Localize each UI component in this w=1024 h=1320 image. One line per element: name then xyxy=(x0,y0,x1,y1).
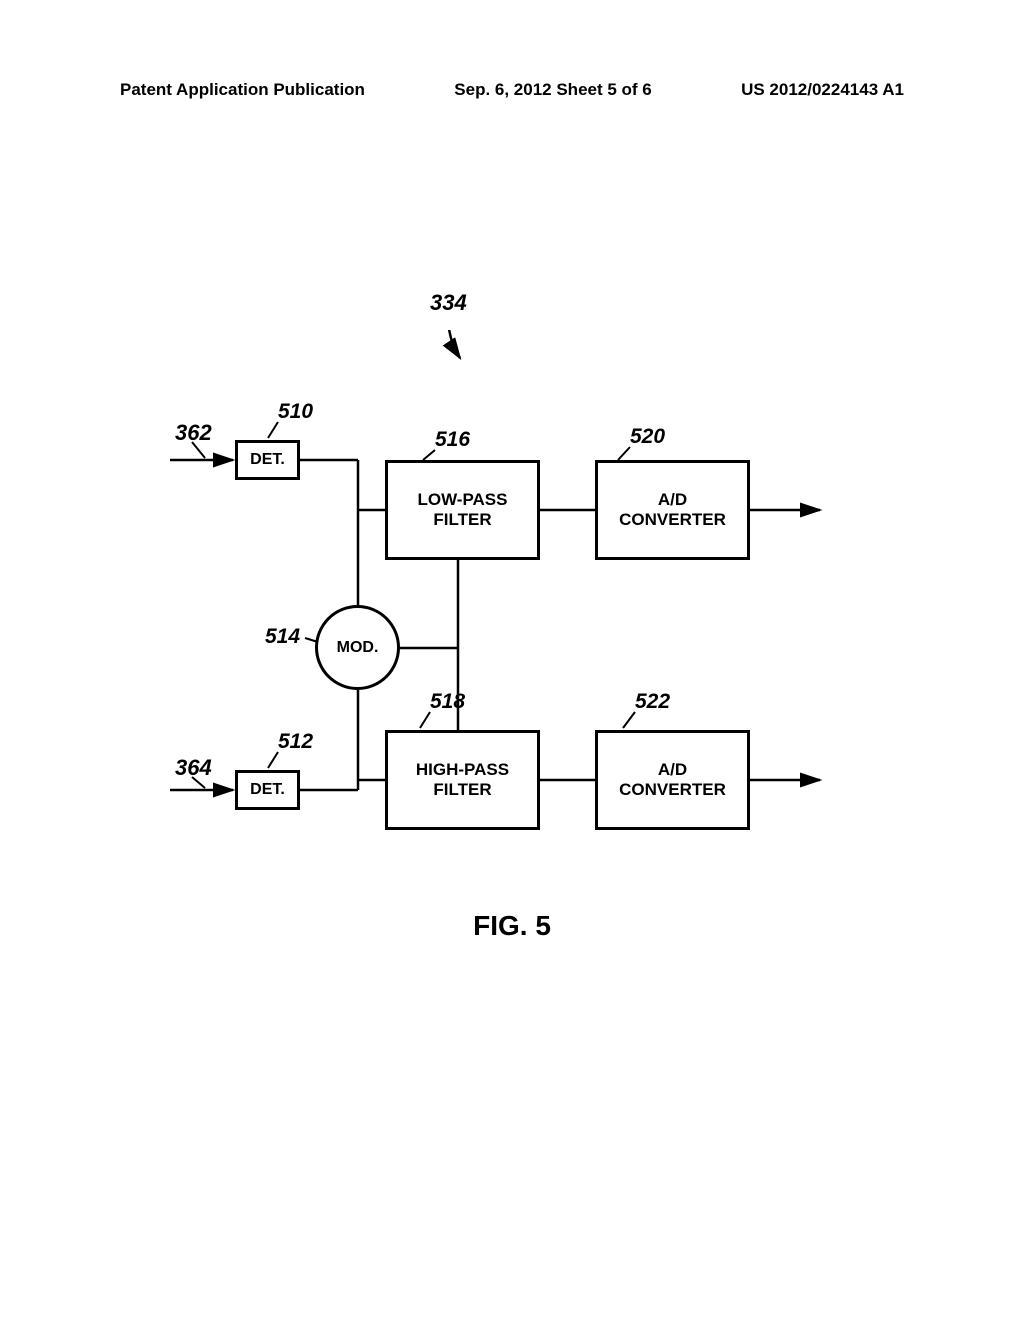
header-center: Sep. 6, 2012 Sheet 5 of 6 xyxy=(454,80,651,100)
figure-caption: FIG. 5 xyxy=(0,910,1024,942)
label-362: 362 xyxy=(175,420,212,446)
ref-514: 514 xyxy=(265,625,300,649)
header-left: Patent Application Publication xyxy=(120,80,365,100)
ref-512: 512 xyxy=(278,730,313,754)
box-lowpass: LOW-PASS FILTER xyxy=(385,460,540,560)
block-diagram: 334 362 364 510 512 514 516 518 520 522 xyxy=(100,330,920,890)
circle-mod: MOD. xyxy=(315,605,400,690)
label-364: 364 xyxy=(175,755,212,781)
box-det-top: DET. xyxy=(235,440,300,480)
header-right: US 2012/0224143 A1 xyxy=(741,80,904,100)
ref-522: 522 xyxy=(635,690,670,714)
box-ad-bottom: A/D CONVERTER xyxy=(595,730,750,830)
box-ad-top: A/D CONVERTER xyxy=(595,460,750,560)
ref-518: 518 xyxy=(430,690,465,714)
label-334: 334 xyxy=(430,290,467,316)
ref-520: 520 xyxy=(630,425,665,449)
patent-header: Patent Application Publication Sep. 6, 2… xyxy=(0,80,1024,100)
ref-510: 510 xyxy=(278,400,313,424)
box-det-bottom: DET. xyxy=(235,770,300,810)
box-highpass: HIGH-PASS FILTER xyxy=(385,730,540,830)
ref-516: 516 xyxy=(435,428,470,452)
